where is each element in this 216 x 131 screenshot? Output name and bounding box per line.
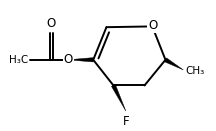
Text: O: O [46, 17, 56, 29]
Text: O: O [148, 19, 158, 32]
Text: F: F [122, 115, 129, 128]
Polygon shape [111, 84, 126, 111]
Polygon shape [164, 58, 183, 70]
Text: CH₃: CH₃ [185, 66, 205, 76]
Text: H₃C: H₃C [9, 55, 28, 65]
Text: O: O [64, 53, 73, 66]
Polygon shape [68, 58, 93, 62]
